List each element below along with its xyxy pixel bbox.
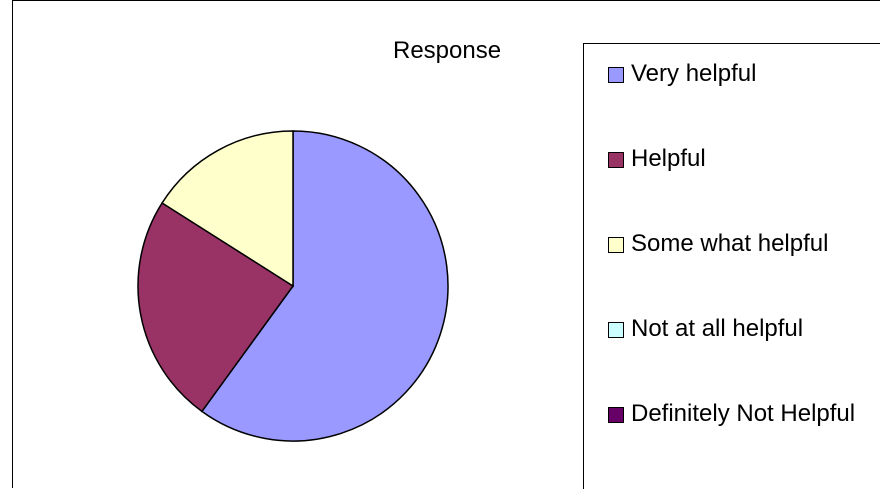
legend-item: Helpful xyxy=(608,143,880,175)
legend-item: Not at all helpful xyxy=(608,313,880,345)
legend-label: Helpful xyxy=(631,145,706,172)
legend-item: Some what helpful xyxy=(608,228,880,260)
pie-slice-some-what-helpful xyxy=(161,130,294,288)
pie-slice-very-helpful xyxy=(200,130,449,442)
legend-item: Definitely Not Helpful xyxy=(608,398,880,430)
legend-swatch xyxy=(608,152,624,168)
legend-label: Definitely Not Helpful xyxy=(631,400,856,427)
pie-chart xyxy=(137,130,449,442)
pie-slice-helpful xyxy=(137,201,295,413)
legend-swatch xyxy=(608,67,624,83)
legend-item: Very helpful xyxy=(608,58,880,90)
legend-swatch xyxy=(608,322,624,338)
legend: Very helpful Helpful Some what helpful Not … xyxy=(583,43,880,489)
chart-title: Response xyxy=(393,37,502,64)
legend-swatch xyxy=(608,407,624,423)
legend-label: Some what helpful xyxy=(631,230,829,257)
chart-area: Response Very helpful Helpful Some what he… xyxy=(12,0,880,489)
legend-label: Very helpful xyxy=(631,60,757,87)
legend-swatch xyxy=(608,237,624,253)
legend-label: Not at all helpful xyxy=(631,315,804,342)
